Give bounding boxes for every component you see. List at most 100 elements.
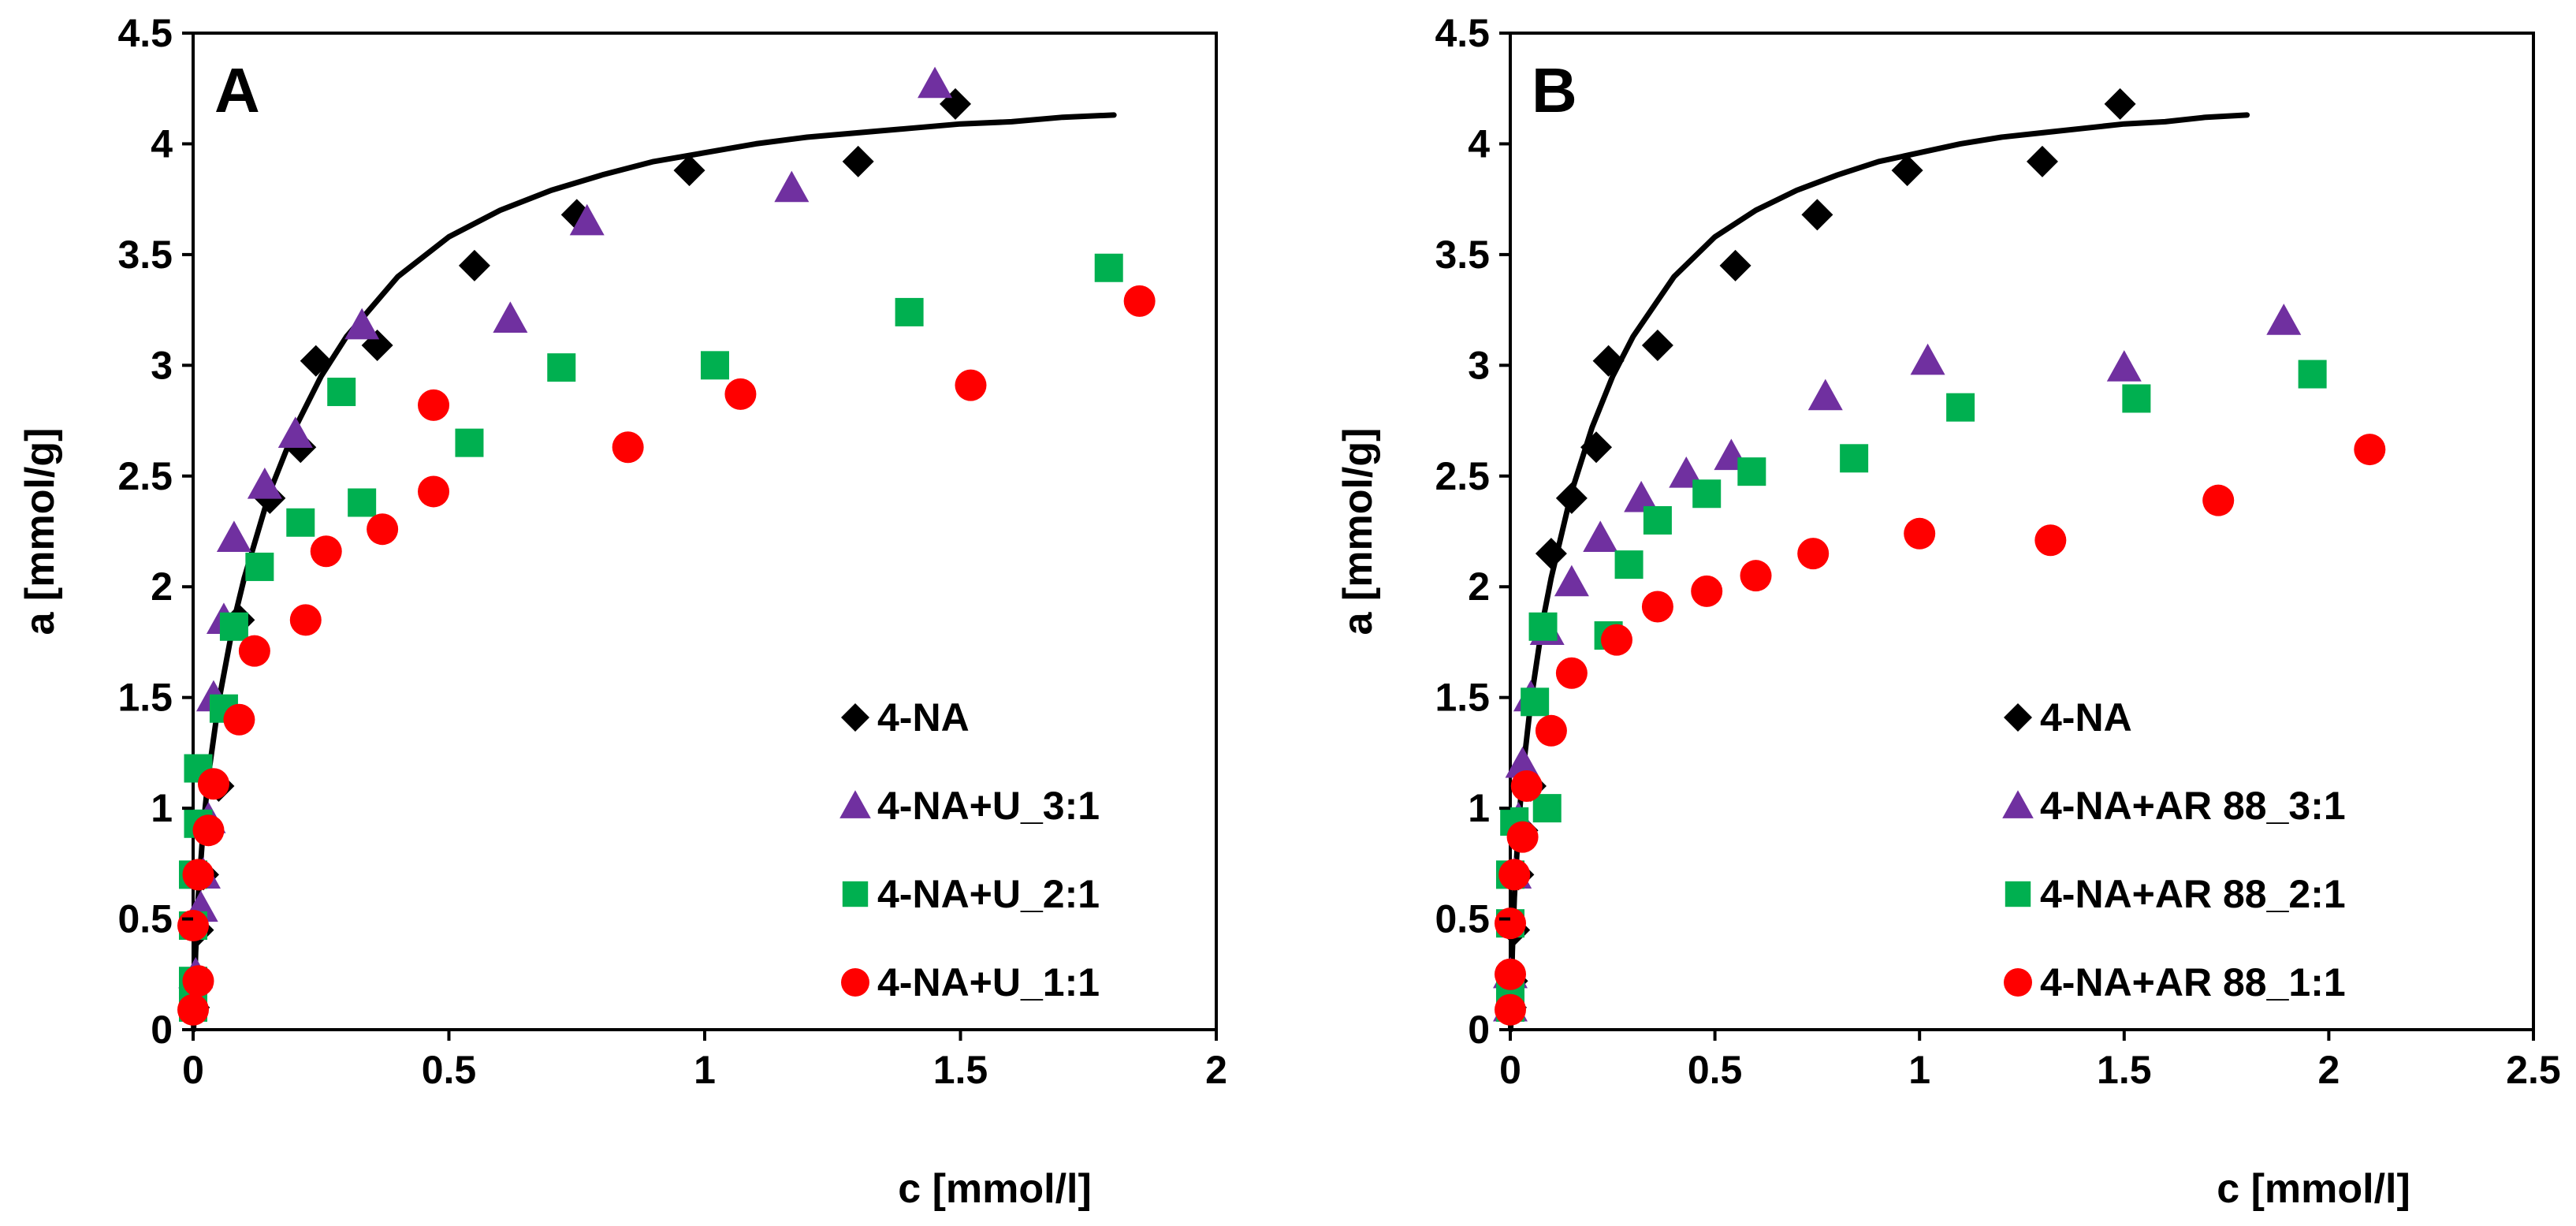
data-point-triangle bbox=[247, 468, 282, 499]
y-axis-title: a [mmol/g] bbox=[1335, 428, 1381, 635]
data-point-square bbox=[1692, 479, 1722, 509]
data-point-diamond bbox=[1801, 199, 1833, 231]
y-tick-label: 1.5 bbox=[1435, 676, 1490, 720]
data-point-triangle bbox=[493, 301, 528, 333]
data-point-square bbox=[1614, 550, 1644, 579]
data-point-square bbox=[1094, 253, 1123, 282]
data-point-diamond bbox=[1555, 482, 1588, 514]
data-point-circle bbox=[310, 535, 342, 568]
data-point-square bbox=[700, 351, 729, 380]
legend-label: 4-NA+U_1:1 bbox=[877, 960, 1100, 1004]
data-point-circle bbox=[1641, 591, 1673, 623]
data-point-square bbox=[1532, 794, 1562, 823]
data-point-square bbox=[2298, 360, 2327, 389]
data-point-circle bbox=[177, 993, 209, 1026]
x-axis-title: c [mmol/l] bbox=[2217, 1166, 2410, 1212]
data-point-square bbox=[895, 297, 924, 326]
data-point-diamond bbox=[1719, 249, 1751, 281]
data-point-circle bbox=[223, 703, 255, 736]
y-tick-label: 4 bbox=[151, 121, 173, 166]
data-point-diamond bbox=[2026, 145, 2058, 177]
data-point-circle bbox=[612, 431, 644, 464]
data-point-circle bbox=[367, 513, 399, 546]
data-point-circle bbox=[1535, 714, 1567, 747]
legend: 4-NA 4-NA+AR 88_3:1 4-NA+AR 88_2:1 4-NA+AR … bbox=[2002, 695, 2346, 1004]
data-point-circle bbox=[1555, 657, 1588, 689]
fit-line bbox=[191, 112, 1117, 1033]
legend-marker-square bbox=[2005, 881, 2031, 907]
data-point-circle bbox=[418, 389, 450, 421]
legend-marker-circle bbox=[841, 968, 869, 997]
y-tick-label: 0.5 bbox=[1435, 897, 1490, 941]
y-tick-label: 2 bbox=[151, 565, 173, 609]
data-point-circle bbox=[724, 378, 757, 410]
data-point-circle bbox=[955, 369, 987, 401]
fit-line-layer bbox=[191, 112, 1117, 1033]
data-point-circle bbox=[182, 965, 214, 997]
data-point-circle bbox=[1495, 907, 1526, 940]
legend-label: 4-NA+AR 88_1:1 bbox=[2040, 960, 2346, 1004]
data-point-circle bbox=[2354, 434, 2386, 466]
legend-marker-diamond bbox=[2004, 703, 2032, 732]
data-point-square bbox=[455, 428, 484, 457]
data-point-diamond bbox=[1891, 155, 1923, 187]
data-point-circle bbox=[177, 909, 209, 941]
data-point-square bbox=[1521, 688, 1550, 717]
legend-label: 4-NA bbox=[877, 695, 970, 740]
y-tick-label: 4.5 bbox=[117, 11, 173, 55]
data-point-square bbox=[2122, 384, 2151, 413]
legend: 4-NA 4-NA+U_3:1 4-NA+U_2:1 4-NA+U_1:1 bbox=[839, 695, 1100, 1004]
data-point-circle bbox=[192, 814, 225, 847]
y-tick-label: 4.5 bbox=[1435, 11, 1490, 55]
data-point-circle bbox=[1691, 575, 1723, 607]
y-tick-label: 2 bbox=[1468, 565, 1490, 609]
data-point-circle bbox=[182, 859, 214, 891]
panel-label: A bbox=[214, 55, 260, 125]
data-point-circle bbox=[1495, 993, 1526, 1026]
data-point-circle bbox=[1797, 538, 1830, 570]
series-square bbox=[1496, 360, 2327, 1022]
fit-line-layer bbox=[1508, 112, 2250, 1033]
x-tick-label: 0.5 bbox=[422, 1048, 477, 1092]
data-point-square bbox=[1528, 612, 1558, 641]
x-tick-label: 1 bbox=[694, 1048, 716, 1092]
legend-label: 4-NA+AR 88_2:1 bbox=[2040, 872, 2346, 916]
data-point-square bbox=[348, 488, 377, 517]
data-point-triangle bbox=[1624, 480, 1659, 512]
data-point-circle bbox=[2202, 484, 2235, 516]
data-point-square bbox=[245, 552, 274, 581]
data-point-diamond bbox=[1641, 330, 1673, 362]
panel-label: B bbox=[1532, 55, 1577, 125]
data-point-triangle bbox=[216, 520, 251, 553]
data-point-square bbox=[1946, 393, 1975, 422]
data-point-square bbox=[1737, 457, 1766, 486]
legend-marker-square bbox=[842, 881, 869, 907]
data-point-triangle bbox=[277, 416, 313, 449]
y-tick-label: 2.5 bbox=[117, 454, 173, 498]
y-tick-label: 1.5 bbox=[117, 676, 173, 720]
data-point-triangle bbox=[2106, 350, 2142, 382]
y-tick-label: 4 bbox=[1468, 121, 1490, 166]
data-point-triangle bbox=[774, 170, 810, 203]
x-tick-label: 0 bbox=[1499, 1048, 1521, 1092]
x-tick-label: 1.5 bbox=[933, 1048, 988, 1092]
data-point-circle bbox=[1510, 770, 1543, 803]
data-point-diamond bbox=[2104, 88, 2136, 120]
data-point-triangle bbox=[1583, 520, 1618, 553]
y-tick-label: 0.5 bbox=[117, 897, 173, 941]
data-point-diamond bbox=[1535, 538, 1567, 570]
legend-marker-circle bbox=[2004, 968, 2032, 997]
data-point-triangle bbox=[344, 307, 380, 340]
y-tick-label: 3 bbox=[1468, 343, 1490, 387]
chart-panel-a: 0 0.5 1 1.5 2 2.5 3 3.5 4 4.5 0 0.5 1 1.5 2 A a [mmol/… bbox=[17, 11, 1227, 1212]
data-point-circle bbox=[1498, 859, 1531, 891]
axes-layer: 0 0.5 1 1.5 2 2.5 3 3.5 4 4.5 0 0.5 1 1.5 2 bbox=[117, 11, 1227, 1092]
chart-panel-b: 0 0.5 1 1.5 2 2.5 3 3.5 4 4.5 0 0.5 1 1.5 2 2.5 B a [mm… bbox=[1335, 11, 2561, 1212]
data-point-square bbox=[286, 508, 315, 537]
data-point-diamond bbox=[1592, 345, 1625, 377]
series-circle bbox=[1495, 434, 2386, 1026]
data-point-circle bbox=[289, 604, 322, 636]
y-tick-label: 0 bbox=[151, 1008, 173, 1052]
data-point-circle bbox=[1506, 821, 1539, 853]
